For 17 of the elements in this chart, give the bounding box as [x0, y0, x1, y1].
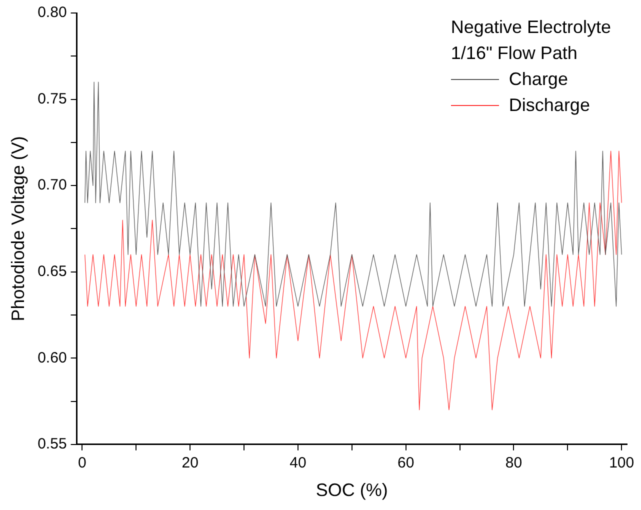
- x-tick-label: 20: [182, 454, 198, 472]
- y-tick-label: 0.70: [38, 176, 67, 194]
- legend-label: Discharge: [508, 94, 590, 117]
- x-tick-label: 100: [609, 454, 634, 472]
- x-axis-title: SOC (%): [316, 480, 388, 500]
- legend-title: Negative Electrolyte 1/16" Flow Path: [450, 16, 611, 65]
- x-tick-label: 40: [290, 454, 306, 472]
- y-tick-label: 0.60: [38, 349, 67, 366]
- x-tick-label: 60: [397, 454, 414, 472]
- x-tick-label: 0: [78, 454, 86, 472]
- y-tick-label: 0.65: [38, 262, 67, 280]
- y-tick-label: 0.75: [38, 90, 67, 108]
- y-tick-label: 0.55: [38, 436, 67, 453]
- y-tick-label: 0.80: [38, 4, 67, 22]
- y-axis-title: Photodiode Voltage (V): [8, 136, 28, 322]
- x-tick-label: 80: [505, 454, 522, 472]
- legend-label: Charge: [508, 68, 568, 91]
